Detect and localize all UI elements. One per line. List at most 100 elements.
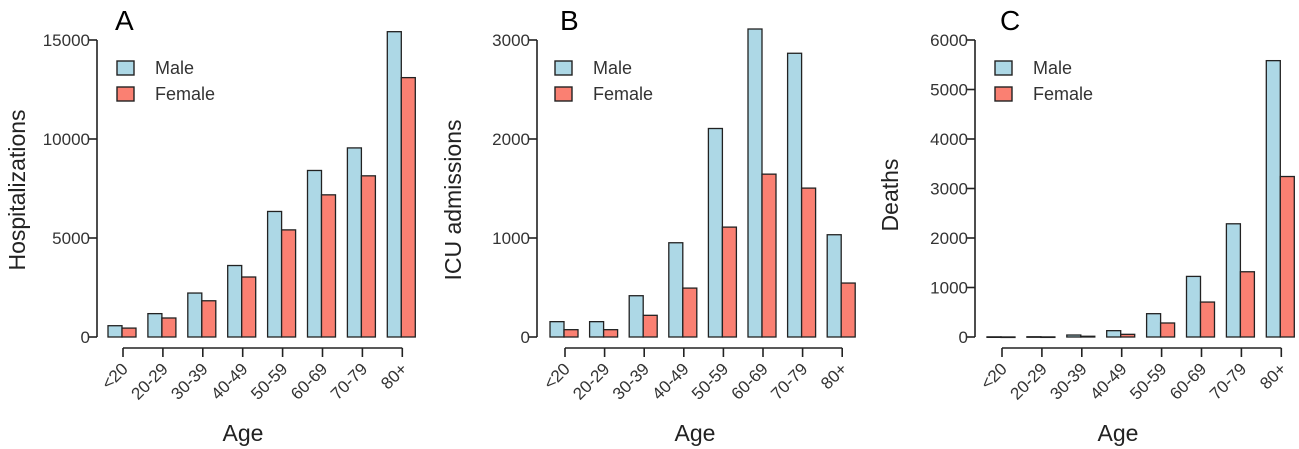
bar-female-2 xyxy=(201,300,217,338)
x-tick-label: <20 xyxy=(98,359,132,393)
legend: Male Female xyxy=(554,58,653,104)
legend-swatch-male xyxy=(116,60,135,76)
panel-a: A 0 5000 10000 15000 Hospitalizations <2020-29… xyxy=(4,5,416,446)
bar-female-7 xyxy=(840,282,856,338)
bar-male-2 xyxy=(1066,334,1082,338)
bar-female-3 xyxy=(1120,333,1136,338)
bar-female-4 xyxy=(721,226,738,338)
y-tick-label: 4000 xyxy=(930,130,968,149)
x-tick-label: 20-29 xyxy=(569,359,613,403)
legend: Male Female xyxy=(116,58,215,104)
bar-female-2 xyxy=(642,314,658,338)
bar-male-3 xyxy=(1106,330,1122,338)
y-tick-label: 1000 xyxy=(930,279,968,298)
bar-male-2 xyxy=(628,295,644,338)
bar-male-3 xyxy=(668,242,684,338)
bar-male-2 xyxy=(187,292,203,338)
y-tick-label: 2000 xyxy=(492,130,530,149)
bar-male-3 xyxy=(227,264,243,338)
bar-female-5 xyxy=(320,194,337,338)
legend-swatch-female xyxy=(994,86,1013,102)
bar-male-6 xyxy=(346,147,363,338)
x-tick-label: 50-59 xyxy=(1126,359,1170,403)
bar-male-4 xyxy=(1145,313,1162,338)
y-tick-label: 0 xyxy=(959,328,968,347)
bar-male-0 xyxy=(549,321,565,338)
y-axis-title: ICU admissions xyxy=(440,119,466,280)
bar-male-7 xyxy=(826,234,842,338)
x-tick-label: 60-69 xyxy=(728,359,772,403)
y-axis-title: Deaths xyxy=(877,159,903,232)
legend-swatch-male xyxy=(554,60,573,76)
bar-female-7 xyxy=(1279,175,1295,338)
x-tick-label: 80+ xyxy=(1256,359,1290,393)
bar-female-1 xyxy=(1040,336,1056,339)
x-tick-label: 30-39 xyxy=(167,359,211,403)
legend-label-female: Female xyxy=(155,84,215,104)
x-tick-label: 60-69 xyxy=(287,359,331,403)
y-tick-label: 0 xyxy=(521,328,530,347)
bar-female-3 xyxy=(682,287,698,338)
bar-female-6 xyxy=(800,187,817,338)
bar-male-4 xyxy=(266,210,283,338)
y-axis-title: Hospitalizations xyxy=(4,109,30,270)
x-tick-label: 30-39 xyxy=(609,359,653,403)
bar-male-1 xyxy=(1026,336,1042,338)
panel-c: C 0 1000 2000 3000 4000 5000 6000 Deaths <2020-29… xyxy=(877,5,1295,446)
x-tick-label: 80+ xyxy=(377,359,411,393)
bar-male-7 xyxy=(386,31,402,338)
y-tick-label: 10000 xyxy=(43,130,90,149)
x-tick-label: 50-59 xyxy=(688,359,732,403)
bar-male-0 xyxy=(107,325,123,338)
legend-swatch-female xyxy=(554,86,573,102)
bar-female-0 xyxy=(121,327,137,338)
panel-label: C xyxy=(1000,5,1020,36)
x-tick-label: 20-29 xyxy=(128,359,172,403)
x-tick-label: 70-79 xyxy=(1206,359,1250,403)
legend-label-male: Male xyxy=(155,58,194,78)
legend-label-female: Female xyxy=(593,84,653,104)
y-tick-label: 1000 xyxy=(492,229,530,248)
bar-male-1 xyxy=(588,321,605,338)
legend: Male Female xyxy=(994,58,1093,104)
y-tick-label: 2000 xyxy=(930,229,968,248)
x-tick-label: 60-69 xyxy=(1166,359,1210,403)
panel-b: B 0 1000 2000 3000 ICU admissions <2020-2930-3… xyxy=(440,5,856,446)
bar-female-2 xyxy=(1080,335,1096,338)
y-tick-label: 6000 xyxy=(930,31,968,50)
bar-female-3 xyxy=(241,276,257,338)
bar-female-6 xyxy=(360,175,377,338)
x-tick-label: 70-79 xyxy=(767,359,811,403)
bar-male-0 xyxy=(986,336,1002,339)
x-axis-title: Age xyxy=(1098,420,1139,446)
y-tick-label: 3000 xyxy=(492,31,530,50)
y-tick-label: 3000 xyxy=(930,180,968,199)
x-tick-label: 20-29 xyxy=(1007,359,1051,403)
bar-male-5 xyxy=(747,28,763,338)
bar-female-4 xyxy=(1159,322,1176,338)
bar-male-7 xyxy=(1265,59,1281,338)
x-tick-label: 50-59 xyxy=(247,359,291,403)
y-tick-label: 15000 xyxy=(43,31,90,50)
x-axis-title: Age xyxy=(675,420,716,446)
x-tick-label: 70-79 xyxy=(327,359,371,403)
bar-female-1 xyxy=(602,329,619,338)
bar-male-5 xyxy=(1185,275,1202,338)
bar-female-0 xyxy=(1000,336,1016,339)
bar-female-0 xyxy=(563,329,579,338)
x-tick-label: <20 xyxy=(540,359,574,393)
x-tick-label: <20 xyxy=(977,359,1011,393)
x-tick-label: 30-39 xyxy=(1046,359,1090,403)
legend-swatch-female xyxy=(116,86,135,102)
y-tick-label: 0 xyxy=(81,328,90,347)
legend-label-male: Male xyxy=(1033,58,1072,78)
panel-label: A xyxy=(115,5,134,36)
y-tick-label: 5000 xyxy=(930,81,968,100)
bar-male-6 xyxy=(1225,223,1242,338)
legend-label-female: Female xyxy=(1033,84,1093,104)
legend-label-male: Male xyxy=(593,58,632,78)
bar-female-5 xyxy=(1199,301,1216,338)
x-tick-label: 80+ xyxy=(817,359,851,393)
bar-male-4 xyxy=(707,127,724,338)
bar-female-7 xyxy=(400,76,416,338)
